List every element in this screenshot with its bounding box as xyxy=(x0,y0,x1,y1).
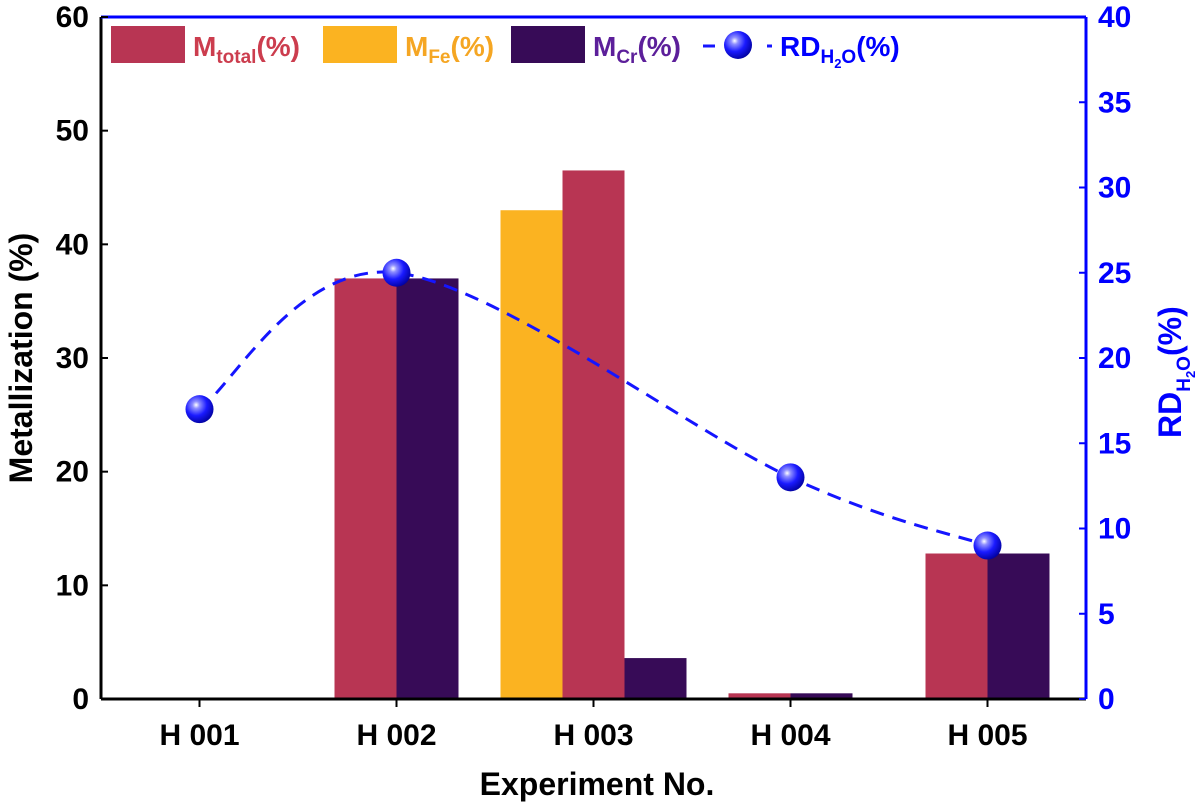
y-tick-label: 40 xyxy=(56,228,89,261)
rd-h2o-marker-3 xyxy=(776,463,805,492)
bar-fe-3 xyxy=(500,210,563,699)
y2-tick-label: 10 xyxy=(1098,513,1131,546)
y2-tick-label: 30 xyxy=(1098,172,1131,205)
ticks-layer: 0 10 20 30 40 50 60 0 5 10 15 20 25 30 35 40 H 001 H 002 H… xyxy=(56,1,1132,752)
y2-tick-label: 35 xyxy=(1098,86,1131,119)
y2-tick-label: 5 xyxy=(1098,598,1115,631)
y-tick-label: 10 xyxy=(56,569,89,602)
rd-h2o-marker-4 xyxy=(973,531,1002,560)
bar-cr-2 xyxy=(396,278,459,699)
y-tick-label: 0 xyxy=(72,683,89,716)
bar-total-2 xyxy=(334,278,397,699)
legend-swatch-cr xyxy=(511,26,585,63)
legend-swatch-fe xyxy=(323,26,397,63)
y2-tick-label: 40 xyxy=(1098,1,1131,34)
y-axis-title: Metallization (%) xyxy=(3,233,39,484)
legend-line-marker xyxy=(724,31,752,59)
bar-cr-4 xyxy=(790,693,853,699)
legend-label-total: Mtotal(%) xyxy=(193,31,300,68)
bar-cr-3 xyxy=(624,658,687,699)
rd-h2o-marker-2 xyxy=(382,258,411,287)
y2-axis-title-unit: (%) xyxy=(1152,306,1188,356)
y-tick-label: 50 xyxy=(56,115,89,148)
x-axis-title: Experiment No. xyxy=(480,766,715,802)
x-tick-label: H 002 xyxy=(356,719,436,752)
legend-label-fe: MFe(%) xyxy=(405,31,494,68)
legend: Mtotal(%) MFe(%) MCr(%) RDH2O(%) xyxy=(111,26,900,71)
x-tick-label: H 003 xyxy=(553,719,633,752)
rd-h2o-line xyxy=(198,270,988,547)
y2-tick-label: 25 xyxy=(1098,257,1131,290)
bar-total-3 xyxy=(562,170,625,699)
rd-h2o-marker-1 xyxy=(185,395,214,424)
line-layer xyxy=(185,258,1002,560)
bar-cr-5 xyxy=(987,553,1050,699)
y2-axis-title-sub-h: H xyxy=(1174,378,1195,392)
bar-total-4 xyxy=(728,693,791,699)
legend-label-rd-h2o: RDH2O(%) xyxy=(780,31,900,71)
y2-axis-title: RDH2O(%) xyxy=(1152,306,1198,438)
y-tick-label: 60 xyxy=(56,1,89,34)
y2-axis-title-sub-2: 2 xyxy=(1183,371,1198,378)
x-tick-label: H 005 xyxy=(947,719,1027,752)
legend-label-cr: MCr(%) xyxy=(593,31,681,68)
y2-axis-title-sub-o: O xyxy=(1174,356,1195,371)
x-tick-label: H 004 xyxy=(750,719,830,752)
x-tick-label: H 001 xyxy=(159,719,239,752)
y-tick-label: 30 xyxy=(56,342,89,375)
y2-tick-label: 0 xyxy=(1098,683,1115,716)
y-tick-label: 20 xyxy=(56,456,89,489)
legend-swatch-total xyxy=(111,26,185,63)
y2-axis-title-main: RD xyxy=(1152,392,1188,438)
y2-tick-label: 20 xyxy=(1098,342,1131,375)
bars-layer xyxy=(334,170,1050,699)
bar-total-5 xyxy=(925,553,988,699)
y2-tick-label: 15 xyxy=(1098,427,1131,460)
